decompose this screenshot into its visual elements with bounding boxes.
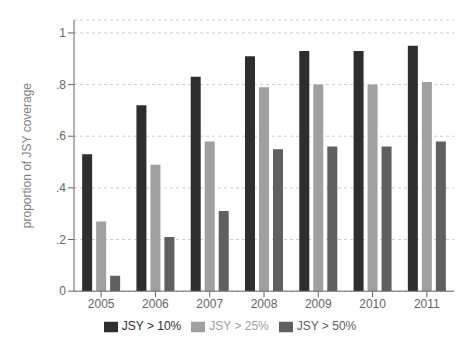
svg-text:2009: 2009 [305,297,332,311]
svg-text:2006: 2006 [142,297,169,311]
svg-text:2008: 2008 [251,297,278,311]
svg-text:2010: 2010 [359,297,386,311]
svg-text:.2: .2 [56,233,66,247]
svg-text:2005: 2005 [88,297,115,311]
svg-text:2007: 2007 [196,297,223,311]
svg-text:proportion of JSY coverage: proportion of JSY coverage [20,83,34,229]
html-text:JSY > 10%: JSY > 10% [121,319,182,334]
svg-text:1: 1 [59,26,66,40]
html-text:JSY > 50%: JSY > 50% [296,319,357,334]
svg-text:2011: 2011 [414,297,440,311]
svg-text:0: 0 [59,284,66,298]
svg-text:.4: .4 [56,181,66,195]
html-text:JSY > 25%: JSY > 25% [209,319,269,334]
svg-text:.8: .8 [56,78,66,92]
svg-text:.6: .6 [56,129,66,143]
